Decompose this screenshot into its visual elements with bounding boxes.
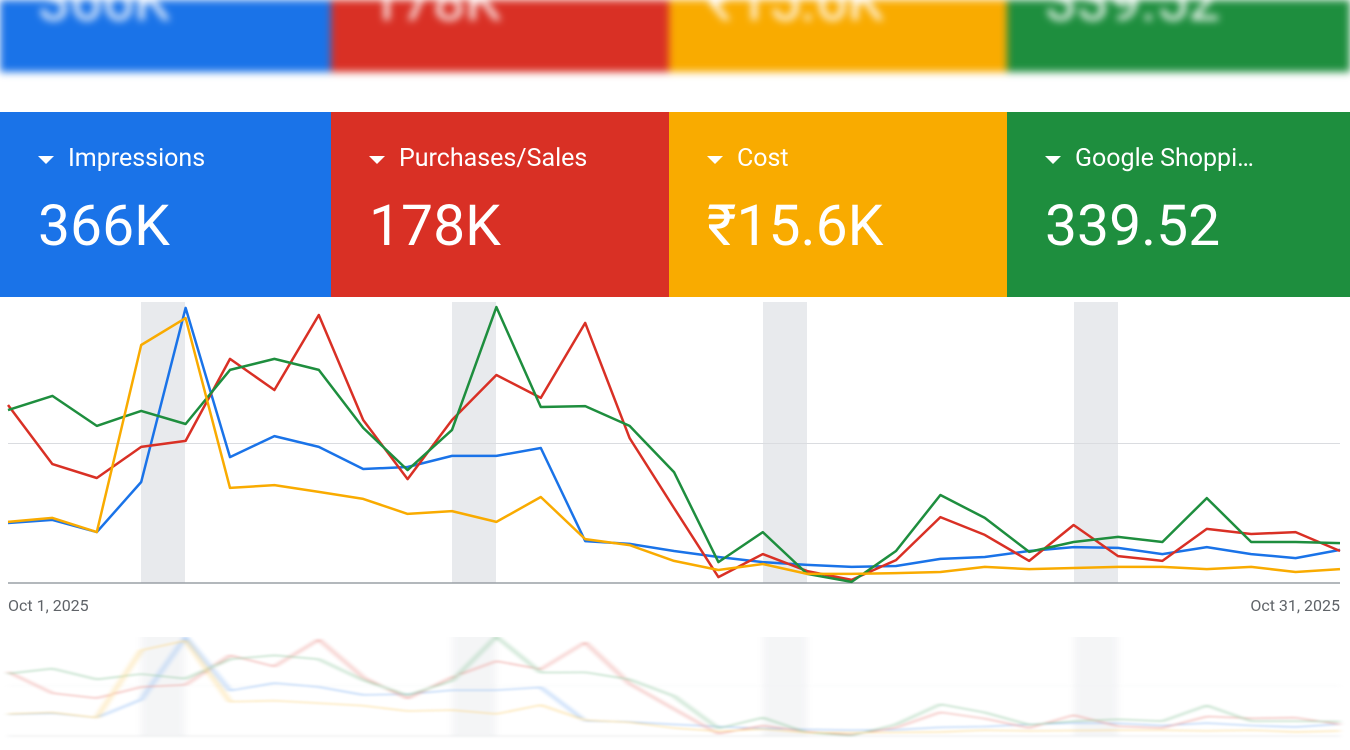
metric-value: 339.52 xyxy=(1045,192,1221,259)
metric-value: ₹15.6K xyxy=(707,192,884,259)
metric-value: ₹15.6K xyxy=(707,0,884,34)
blurred-footer xyxy=(0,637,1350,750)
series-line xyxy=(7,306,1341,569)
metric-label: Cost xyxy=(737,144,789,173)
metric-value: 366K xyxy=(38,0,170,34)
weekend-band xyxy=(452,302,496,583)
blurred-header: Impressions366KPurchases/Sales178KCost₹1… xyxy=(0,0,1350,112)
metric-value: 339.52 xyxy=(1045,0,1221,34)
metric-label: Impressions xyxy=(68,144,206,173)
series-line xyxy=(7,313,1341,582)
metric-card[interactable]: Google Shoppi… 339.52 xyxy=(1007,112,1350,297)
series-line xyxy=(7,305,1341,584)
metric-value: 178K xyxy=(369,0,501,34)
metric-cards: Impressions 366K Purchases/Sales 178K Cost ₹1… xyxy=(0,112,1350,297)
series-line xyxy=(7,639,1341,736)
weekend-band xyxy=(1074,637,1118,736)
blurred-chart xyxy=(7,637,1341,737)
metric-label: Google Shoppi… xyxy=(1075,144,1254,173)
metric-card[interactable]: Impressions 366K xyxy=(0,112,331,297)
chart: Oct 1, 2025 Oct 31, 2025 xyxy=(7,302,1341,615)
weekend-band xyxy=(452,637,496,736)
series-line xyxy=(7,637,1341,737)
weekend-band xyxy=(1074,302,1118,583)
metric-value: 366K xyxy=(38,192,170,259)
metric-card: Cost₹15.6K xyxy=(669,0,1007,72)
blurred-cards: Impressions366KPurchases/Sales178KCost₹1… xyxy=(0,0,1350,72)
dropdown-arrow xyxy=(38,156,54,164)
weekend-band xyxy=(141,637,185,736)
weekend-band xyxy=(763,302,807,583)
weekend-band xyxy=(763,637,807,736)
series-line xyxy=(7,637,1341,731)
series-line xyxy=(7,640,1341,734)
metric-label: Purchases/Sales xyxy=(399,144,588,173)
x-tick-label: Oct 31, 2025 xyxy=(1250,596,1340,615)
metric-value: 178K xyxy=(369,192,501,259)
dropdown-arrow xyxy=(1045,156,1061,164)
dropdown-arrow xyxy=(369,156,385,164)
series-line xyxy=(7,316,1341,576)
metric-card: Google Shoppi…339.52 xyxy=(1007,0,1350,72)
metric-card[interactable]: Purchases/Sales 178K xyxy=(331,112,669,297)
x-tick-label: Oct 1, 2025 xyxy=(8,596,89,615)
metric-card[interactable]: Cost ₹15.6K xyxy=(669,112,1007,297)
dropdown-arrow xyxy=(707,156,723,164)
